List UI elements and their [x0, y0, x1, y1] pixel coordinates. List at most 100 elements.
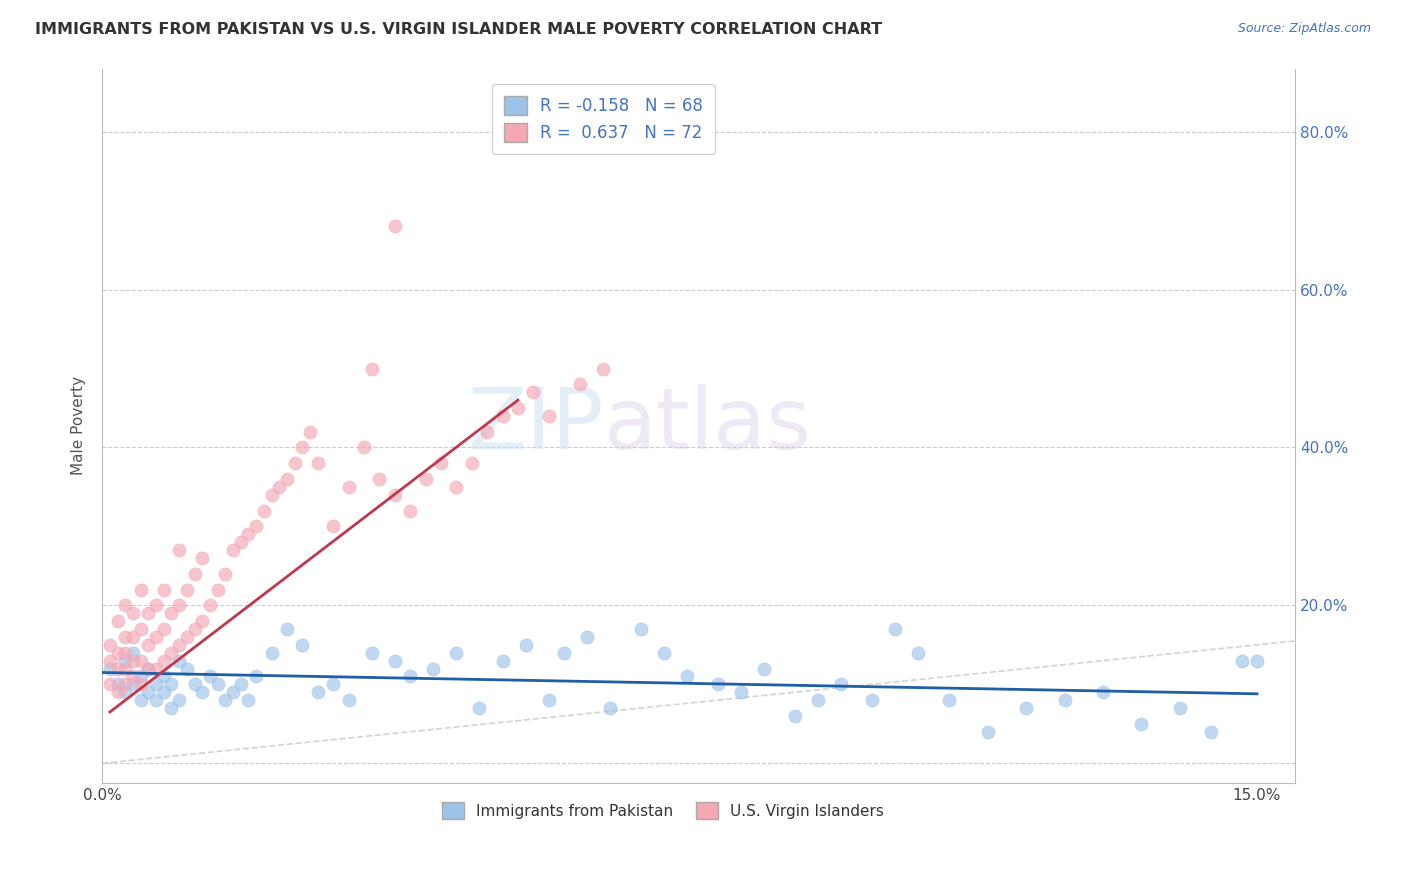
Point: [353, 441, 375, 455]
Point: [138, 638, 160, 652]
Point: [475, 425, 498, 439]
Point: [214, 693, 236, 707]
Point: [107, 646, 129, 660]
Point: [730, 685, 752, 699]
Point: [153, 622, 176, 636]
Point: [384, 654, 406, 668]
Point: [322, 677, 344, 691]
Point: [291, 638, 314, 652]
Point: [145, 693, 167, 707]
Point: [107, 677, 129, 691]
Point: [384, 219, 406, 234]
Point: [907, 646, 929, 660]
Point: [145, 677, 167, 691]
Y-axis label: Male Poverty: Male Poverty: [72, 376, 86, 475]
Point: [253, 503, 276, 517]
Point: [522, 385, 544, 400]
Point: [1168, 701, 1191, 715]
Point: [1130, 716, 1153, 731]
Text: Source: ZipAtlas.com: Source: ZipAtlas.com: [1237, 22, 1371, 36]
Point: [183, 622, 205, 636]
Point: [707, 677, 730, 691]
Point: [537, 409, 560, 423]
Point: [114, 685, 136, 699]
Point: [107, 685, 129, 699]
Point: [576, 630, 599, 644]
Point: [160, 607, 183, 621]
Point: [446, 646, 468, 660]
Point: [360, 646, 382, 660]
Point: [783, 709, 806, 723]
Point: [122, 646, 145, 660]
Point: [222, 543, 245, 558]
Point: [754, 662, 776, 676]
Point: [176, 582, 198, 597]
Point: [592, 361, 614, 376]
Point: [652, 646, 675, 660]
Text: IMMIGRANTS FROM PAKISTAN VS U.S. VIRGIN ISLANDER MALE POVERTY CORRELATION CHART: IMMIGRANTS FROM PAKISTAN VS U.S. VIRGIN …: [35, 22, 883, 37]
Point: [515, 638, 537, 652]
Point: [506, 401, 529, 415]
Point: [860, 693, 883, 707]
Point: [360, 361, 382, 376]
Point: [145, 662, 167, 676]
Point: [160, 646, 183, 660]
Point: [167, 693, 190, 707]
Point: [138, 607, 160, 621]
Point: [122, 669, 145, 683]
Point: [207, 582, 229, 597]
Point: [114, 662, 136, 676]
Point: [884, 622, 907, 636]
Point: [183, 677, 205, 691]
Point: [138, 685, 160, 699]
Point: [122, 677, 145, 691]
Point: [807, 693, 830, 707]
Point: [176, 630, 198, 644]
Point: [114, 646, 136, 660]
Point: [446, 480, 468, 494]
Point: [198, 669, 221, 683]
Legend: Immigrants from Pakistan, U.S. Virgin Islanders: Immigrants from Pakistan, U.S. Virgin Is…: [436, 796, 890, 825]
Point: [276, 472, 298, 486]
Point: [415, 472, 437, 486]
Point: [167, 543, 190, 558]
Point: [160, 677, 183, 691]
Point: [384, 488, 406, 502]
Point: [1053, 693, 1076, 707]
Point: [198, 599, 221, 613]
Point: [129, 677, 152, 691]
Point: [260, 646, 283, 660]
Point: [122, 654, 145, 668]
Point: [468, 701, 491, 715]
Point: [269, 480, 291, 494]
Point: [399, 669, 422, 683]
Point: [938, 693, 960, 707]
Point: [1091, 685, 1114, 699]
Point: [422, 662, 444, 676]
Point: [129, 582, 152, 597]
Point: [399, 503, 422, 517]
Point: [138, 662, 160, 676]
Point: [191, 614, 214, 628]
Point: [553, 646, 575, 660]
Point: [153, 654, 176, 668]
Point: [491, 409, 513, 423]
Point: [160, 701, 183, 715]
Text: ZIP: ZIP: [467, 384, 603, 467]
Point: [98, 654, 121, 668]
Point: [430, 456, 453, 470]
Point: [238, 527, 260, 541]
Point: [537, 693, 560, 707]
Point: [322, 519, 344, 533]
Point: [307, 456, 329, 470]
Point: [207, 677, 229, 691]
Point: [276, 622, 298, 636]
Point: [568, 377, 591, 392]
Point: [191, 551, 214, 566]
Point: [245, 669, 267, 683]
Text: atlas: atlas: [603, 384, 811, 467]
Point: [145, 630, 167, 644]
Point: [284, 456, 307, 470]
Point: [1199, 724, 1222, 739]
Point: [167, 599, 190, 613]
